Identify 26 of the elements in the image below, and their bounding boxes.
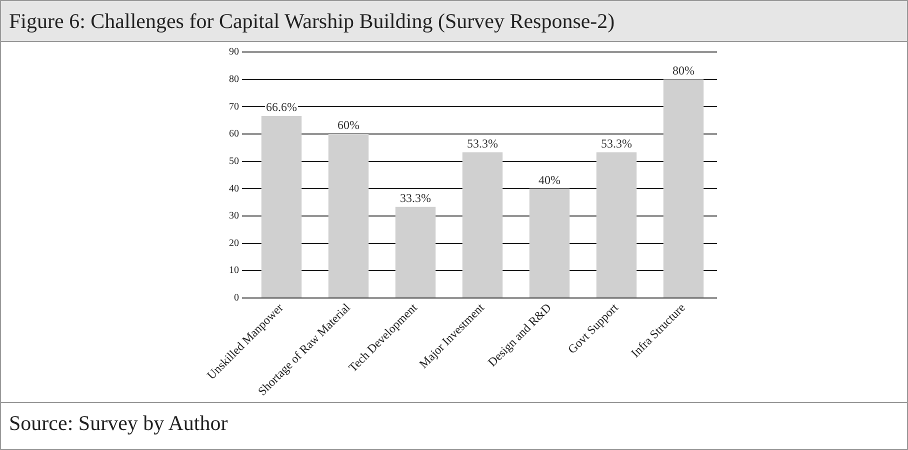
y-tick-label: 10	[229, 265, 239, 276]
data-label: 53.3%	[467, 136, 498, 150]
y-tick-label: 30	[229, 210, 239, 222]
bar	[529, 188, 570, 298]
bar	[395, 206, 436, 298]
y-tick-label: 0	[234, 292, 239, 304]
bar	[328, 134, 369, 298]
bar	[596, 152, 637, 298]
y-tick-label: 20	[229, 238, 239, 249]
bar	[261, 116, 302, 298]
chart-title: Figure 6: Challenges for Capital Warship Building (Survey Response-2)	[1, 1, 907, 42]
y-tick-label: 80	[229, 74, 239, 85]
data-label: 60%	[338, 118, 360, 132]
bar	[663, 79, 704, 298]
y-tick-label: 40	[229, 183, 239, 194]
data-label: 66.6%	[266, 100, 297, 114]
y-tick-label: 70	[229, 101, 239, 112]
data-label: 33.3%	[400, 191, 431, 206]
y-tick-label: 60	[229, 128, 239, 140]
data-label: 80%	[672, 63, 694, 78]
bar	[462, 152, 503, 298]
y-tick-label: 50	[229, 156, 239, 167]
y-tick-label: 90	[229, 46, 239, 58]
data-label: 53.3%	[601, 136, 632, 150]
data-label: 40%	[538, 172, 560, 187]
source-note: Source: Survey by Author	[9, 411, 228, 435]
